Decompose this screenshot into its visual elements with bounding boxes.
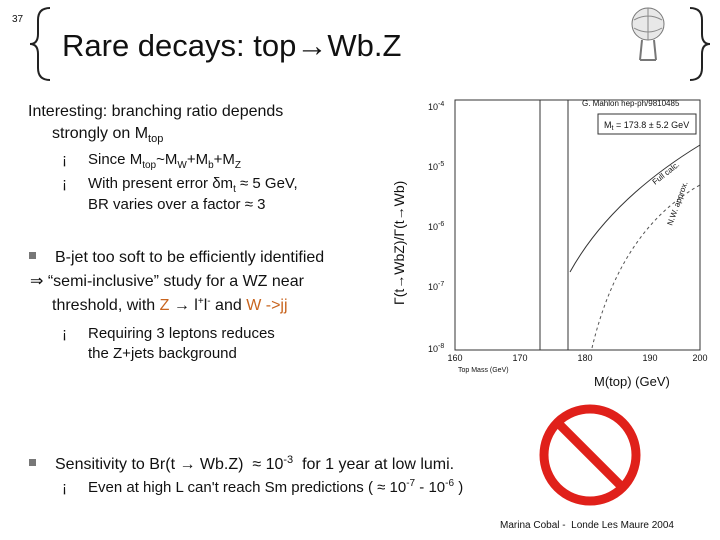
text: → l bbox=[169, 297, 197, 314]
bjet-line: ⇒ “semi-inclusive” study for a WZ near bbox=[30, 273, 305, 290]
plot: Γ(t→WbZ)/Γ(t→Wb) G. Mahlon hep-ph/981048… bbox=[391, 99, 708, 389]
y-tick-label: 10-4 bbox=[428, 101, 444, 112]
text: 10 bbox=[428, 102, 438, 112]
text: Z bbox=[160, 297, 170, 314]
x-axis-label: Top Mass (GeV) bbox=[458, 367, 509, 374]
text: M bbox=[604, 120, 612, 130]
text: Since M bbox=[88, 151, 142, 168]
bullet: ¡ bbox=[62, 479, 67, 496]
y-tick-label: 10-7 bbox=[428, 281, 444, 292]
brace-right bbox=[689, 7, 711, 81]
text: - 10 bbox=[415, 479, 445, 496]
superscript: -7 bbox=[406, 478, 415, 489]
intro-line: strongly on Mtop bbox=[52, 125, 163, 145]
plot-frame bbox=[454, 99, 701, 351]
bullet-text: the Z+jets background bbox=[88, 345, 237, 362]
subscript: b bbox=[208, 160, 214, 171]
bullet: ¡ bbox=[62, 325, 67, 342]
text: W ->jj bbox=[246, 297, 287, 314]
subscript: t bbox=[612, 125, 614, 132]
bullet-text: Requiring 3 leptons reduces bbox=[88, 325, 275, 342]
even: Even at high L can't reach Sm prediction… bbox=[88, 478, 463, 496]
superscript: -3 bbox=[283, 454, 293, 466]
intro-line: Interesting: branching ratio depends bbox=[28, 103, 283, 120]
bjet-line: B-jet too soft to be efficiently identif… bbox=[55, 249, 324, 266]
logo bbox=[631, 7, 665, 61]
text: 10 bbox=[428, 222, 438, 232]
y-tick-label: 10-6 bbox=[428, 221, 444, 232]
bullet: ¡ bbox=[62, 151, 67, 168]
text: ≈ 5 GeV, bbox=[236, 175, 298, 192]
x-tick-label: 170 bbox=[512, 353, 527, 363]
superscript: -8 bbox=[438, 343, 444, 350]
text: and bbox=[211, 297, 247, 314]
forbidden-sign bbox=[539, 404, 641, 506]
text: Sensitivity to Br(t → Wb.Z) ≈ 10 bbox=[55, 456, 283, 473]
mass-box-text: Mt = 173.8 ± 5.2 GeV bbox=[604, 120, 689, 132]
x-tick-label: 190 bbox=[642, 353, 657, 363]
text: ) bbox=[454, 479, 463, 496]
plot-caption: M(top) (GeV) bbox=[594, 374, 670, 389]
superscript: -6 bbox=[445, 478, 454, 489]
superscript: -5 bbox=[438, 161, 444, 168]
nw-approx-curve bbox=[591, 184, 701, 349]
text: 10 bbox=[428, 282, 438, 292]
mass-box bbox=[597, 113, 697, 135]
y-tick-label: 10-8 bbox=[428, 343, 444, 354]
text: With present error δm bbox=[88, 175, 233, 192]
superscript: -7 bbox=[438, 281, 444, 288]
text: threshold, with bbox=[52, 297, 160, 314]
bullet-text: BR varies over a factor ≈ 3 bbox=[88, 196, 265, 213]
bullet bbox=[29, 252, 36, 259]
text: 10 bbox=[428, 162, 438, 172]
slide-number: 37 bbox=[12, 14, 24, 25]
subscript: W bbox=[177, 160, 187, 171]
text: ~M bbox=[156, 151, 177, 168]
bullet-text: Since Mtop~MW+Mb+MZ bbox=[88, 151, 241, 171]
superscript: - bbox=[207, 296, 210, 307]
subscript: top bbox=[148, 133, 163, 145]
superscript: -6 bbox=[438, 221, 444, 228]
title: Rare decays: top→Wb.Z bbox=[62, 28, 401, 63]
text: for 1 year at low lumi. bbox=[293, 456, 454, 473]
text: +M bbox=[214, 151, 235, 168]
subscript: Z bbox=[235, 160, 241, 171]
superscript: -4 bbox=[438, 101, 444, 108]
brace-left bbox=[29, 7, 51, 81]
text: = 173.8 ± 5.2 GeV bbox=[613, 120, 689, 130]
y-axis-label: Γ(t→WbZ)/Γ(t→Wb) bbox=[391, 181, 407, 305]
text: l bbox=[204, 297, 208, 314]
footer: Marina Cobal - Londe Les Maure 2004 bbox=[500, 520, 674, 531]
bullet: ¡ bbox=[62, 175, 67, 192]
bjet-line: threshold, with Z → l+l- and W ->jj bbox=[52, 296, 288, 314]
x-ticks: 160 170 180 190 200 bbox=[447, 353, 707, 363]
text: +M bbox=[187, 151, 208, 168]
y-tick-label: 10-5 bbox=[428, 161, 444, 172]
text: Even at high L can't reach Sm prediction… bbox=[88, 479, 406, 496]
sensitivity: Sensitivity to Br(t → Wb.Z) ≈ 10-3 for 1… bbox=[55, 454, 454, 473]
y-ticks: 10-4 10-5 10-6 10-7 10-8 bbox=[428, 101, 444, 354]
reference: G. Mahlon hep-ph/9810485 bbox=[582, 99, 680, 108]
superscript: + bbox=[198, 296, 204, 307]
full-calc-curve bbox=[569, 144, 701, 273]
bullet bbox=[29, 459, 36, 466]
subscript: t bbox=[233, 184, 236, 195]
bullet-text: With present error δmt ≈ 5 GeV, bbox=[88, 175, 298, 195]
text: strongly on M bbox=[52, 125, 148, 142]
text: 10 bbox=[428, 344, 438, 354]
x-tick-label: 160 bbox=[447, 353, 462, 363]
x-tick-label: 200 bbox=[692, 353, 707, 363]
x-tick-label: 180 bbox=[577, 353, 592, 363]
subscript: top bbox=[142, 160, 156, 171]
